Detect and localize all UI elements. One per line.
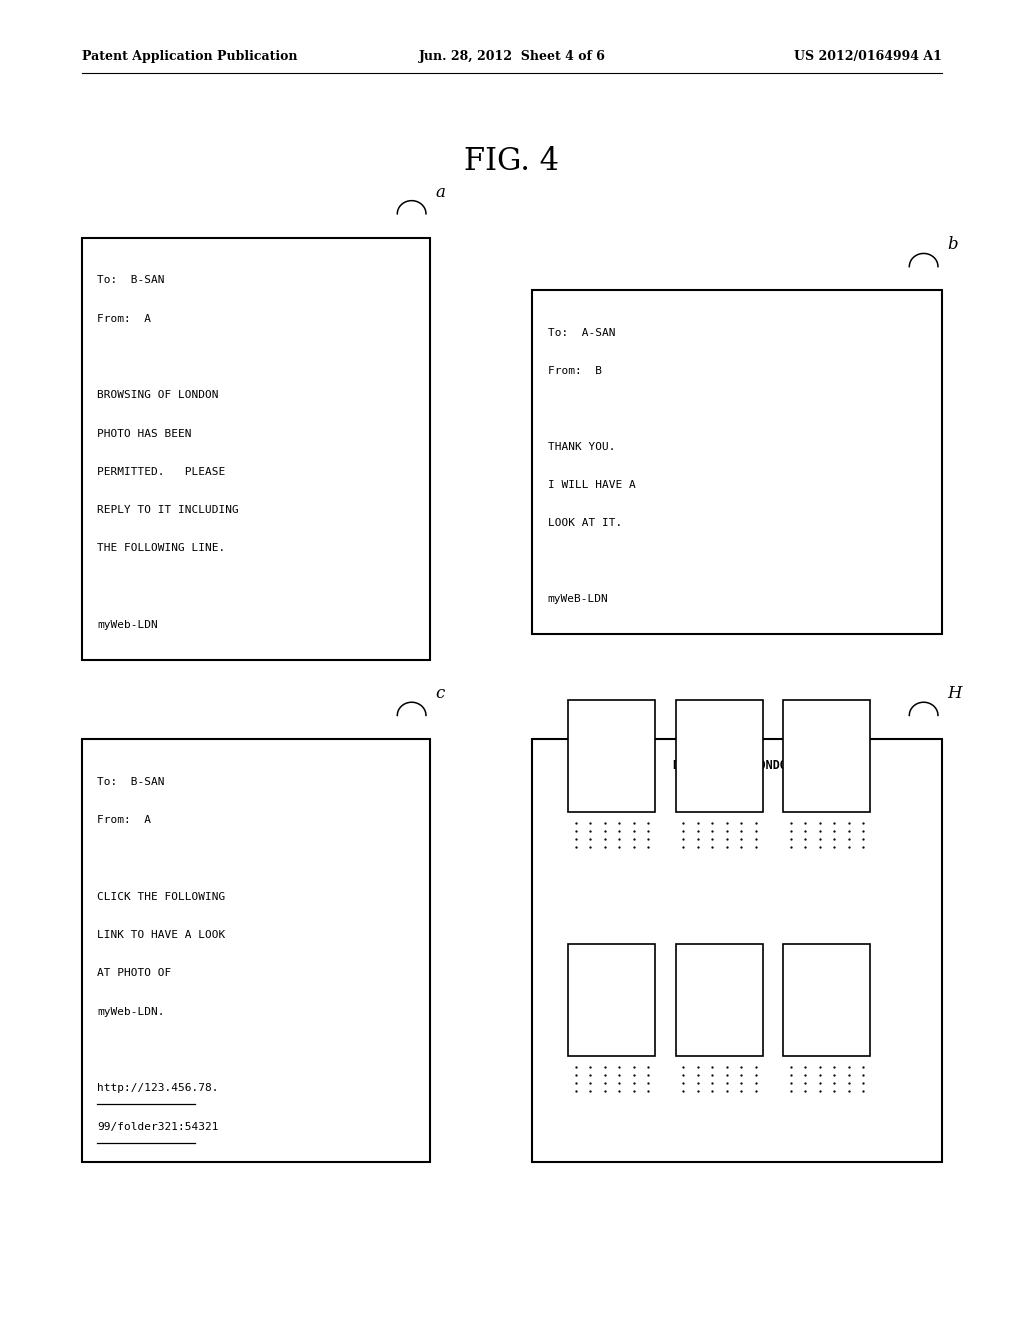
Text: BROWSING OF LONDON: BROWSING OF LONDON	[97, 391, 219, 400]
Text: REPLY TO IT INCLUDING: REPLY TO IT INCLUDING	[97, 506, 239, 515]
Bar	[783, 944, 870, 1056]
Text: US 2012/0164994 A1: US 2012/0164994 A1	[795, 50, 942, 63]
Bar	[82, 739, 430, 1162]
Text: To:  B-SAN: To: B-SAN	[97, 276, 165, 285]
Text: myWeB-LDN: myWeB-LDN	[548, 594, 608, 603]
Text: From:  A: From: A	[97, 816, 152, 825]
Text: myWeb-LDN.: myWeb-LDN.	[97, 1007, 165, 1016]
Text: FIG. 4: FIG. 4	[465, 145, 559, 177]
Text: From:  B: From: B	[548, 366, 602, 376]
Bar	[82, 238, 430, 660]
Bar	[532, 290, 942, 634]
Bar	[568, 700, 655, 812]
Text: H: H	[947, 685, 962, 702]
Bar	[783, 700, 870, 812]
Bar	[532, 739, 942, 1162]
Bar	[676, 700, 763, 812]
Text: b: b	[947, 236, 957, 253]
Text: DELIGHTFUL LONDON!: DELIGHTFUL LONDON!	[673, 759, 802, 772]
Text: From:  A: From: A	[97, 314, 152, 323]
Text: a: a	[435, 183, 445, 201]
Text: THANK YOU.: THANK YOU.	[548, 442, 615, 451]
Text: PERMITTED.   PLEASE: PERMITTED. PLEASE	[97, 467, 225, 477]
Text: http://123.456.78.: http://123.456.78.	[97, 1084, 219, 1093]
Text: To:  B-SAN: To: B-SAN	[97, 777, 165, 787]
Text: I WILL HAVE A: I WILL HAVE A	[548, 480, 636, 490]
Text: LOOK AT IT.: LOOK AT IT.	[548, 517, 623, 528]
Text: myWeb-LDN: myWeb-LDN	[97, 620, 158, 630]
Text: Patent Application Publication: Patent Application Publication	[82, 50, 297, 63]
Text: Jun. 28, 2012  Sheet 4 of 6: Jun. 28, 2012 Sheet 4 of 6	[419, 50, 605, 63]
Text: 99/folder321:54321: 99/folder321:54321	[97, 1122, 219, 1131]
Text: PHOTO HAS BEEN: PHOTO HAS BEEN	[97, 429, 191, 438]
Text: c: c	[435, 685, 444, 702]
Text: LINK TO HAVE A LOOK: LINK TO HAVE A LOOK	[97, 931, 225, 940]
Bar	[568, 944, 655, 1056]
Text: CLICK THE FOLLOWING: CLICK THE FOLLOWING	[97, 892, 225, 902]
Text: THE FOLLOWING LINE.: THE FOLLOWING LINE.	[97, 544, 225, 553]
Text: To:  A-SAN: To: A-SAN	[548, 329, 615, 338]
Bar	[676, 944, 763, 1056]
Text: AT PHOTO OF: AT PHOTO OF	[97, 969, 172, 978]
